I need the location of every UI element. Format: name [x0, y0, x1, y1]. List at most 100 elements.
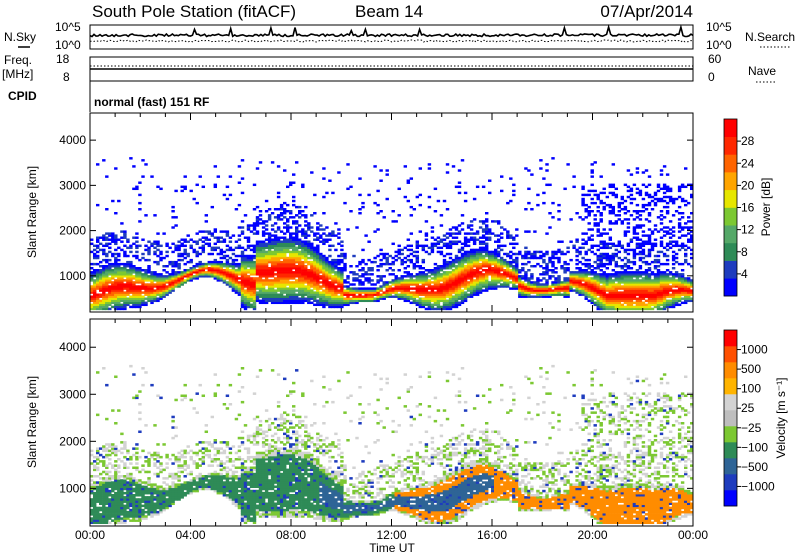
echo-cell	[252, 293, 257, 296]
echo-cell	[671, 283, 676, 286]
echo-cell	[292, 203, 296, 207]
echo-cell	[638, 246, 643, 250]
echo-cell	[301, 291, 305, 294]
echo-cell	[656, 183, 661, 187]
echo-cell	[412, 283, 417, 286]
echo-cell	[283, 212, 287, 215]
echo-cell	[252, 285, 257, 288]
echo-cell	[587, 210, 591, 213]
echo-cell	[650, 273, 655, 276]
echo-cell	[584, 283, 588, 286]
echo-cell	[485, 275, 489, 278]
echo-cell	[527, 260, 531, 264]
echo-cell	[135, 232, 139, 235]
echo-cell	[611, 242, 616, 246]
echo-cell	[117, 262, 121, 266]
echo-cell	[340, 303, 344, 307]
echo-cell	[307, 277, 311, 280]
echo-cell	[120, 307, 124, 311]
echo-cell	[521, 283, 525, 286]
echo-cell	[421, 248, 426, 252]
echo-cell	[343, 293, 347, 296]
echo-cell	[222, 230, 227, 233]
echo-cell	[258, 248, 263, 252]
echo-cell	[279, 267, 284, 270]
echo-cell	[430, 248, 435, 252]
echo-cell	[412, 279, 417, 282]
echo-cell	[334, 297, 338, 300]
echo-cell	[481, 265, 486, 268]
echo-cell	[572, 246, 576, 250]
echo-cell	[491, 279, 495, 282]
echo-cell	[557, 240, 561, 243]
echo-cell	[397, 269, 401, 272]
echo-cell	[421, 297, 426, 300]
echo-cell	[626, 185, 631, 189]
echo-cell	[183, 271, 187, 274]
echo-cell	[189, 238, 193, 241]
echo-cell	[177, 275, 181, 278]
echo-cell	[255, 250, 260, 254]
echo-cell	[304, 265, 308, 268]
echo-cell	[472, 273, 477, 276]
echo-cell	[488, 236, 492, 239]
echo-cell	[460, 256, 465, 260]
echo-cell	[255, 265, 260, 268]
echo-cell	[677, 291, 682, 294]
echo-cell	[460, 293, 465, 296]
echo-cell	[313, 258, 317, 262]
echo-cell	[304, 244, 308, 248]
echo-cell	[485, 224, 489, 227]
echo-cell	[638, 244, 643, 248]
echo-cell	[289, 277, 293, 280]
echo-cell	[240, 271, 245, 274]
echo-cell	[252, 244, 257, 248]
echo-cell	[512, 287, 516, 290]
echo-cell	[367, 240, 371, 243]
echo-cell	[656, 281, 661, 284]
echo-cell	[102, 277, 106, 280]
echo-cell	[611, 299, 616, 303]
echo-cell	[225, 271, 230, 274]
echo-cell	[316, 275, 320, 278]
echo-cell	[313, 248, 317, 252]
echo-cell	[599, 212, 603, 215]
echo-cell	[608, 293, 613, 296]
echo-cell	[412, 299, 417, 303]
echo-cell	[575, 287, 579, 290]
echo-cell	[138, 273, 142, 276]
echo-cell	[575, 258, 579, 262]
echo-cell	[596, 279, 600, 282]
echo-cell	[620, 307, 625, 311]
echo-cell	[283, 258, 287, 262]
echo-cell	[246, 301, 251, 305]
echo-cell	[258, 265, 263, 268]
echo-cell	[213, 185, 218, 189]
echo-cell	[430, 289, 435, 292]
echo-cell	[204, 236, 209, 239]
echo-cell	[472, 258, 477, 262]
echo-cell	[488, 191, 492, 195]
echo-cell	[189, 273, 193, 276]
echo-cell	[536, 289, 540, 292]
echo-cell	[509, 256, 513, 260]
echo-cell	[189, 275, 193, 278]
echo-cell	[90, 307, 94, 311]
echo-cell	[400, 277, 404, 280]
echo-cell	[96, 299, 100, 303]
echo-cell	[451, 279, 456, 282]
echo-cell	[587, 283, 591, 286]
echo-cell	[638, 250, 643, 254]
echo-cell	[243, 305, 248, 309]
echo-cell	[653, 291, 658, 294]
echo-cell	[385, 173, 389, 176]
echo-cell	[611, 287, 616, 290]
echo-cell	[481, 258, 486, 262]
echo-cell	[463, 271, 468, 274]
echo-cell	[635, 244, 640, 248]
echo-cell	[201, 244, 206, 248]
echo-cell	[301, 228, 305, 231]
echo-cell	[289, 285, 293, 288]
echo-cell	[687, 297, 691, 300]
echo-cell	[114, 242, 118, 246]
